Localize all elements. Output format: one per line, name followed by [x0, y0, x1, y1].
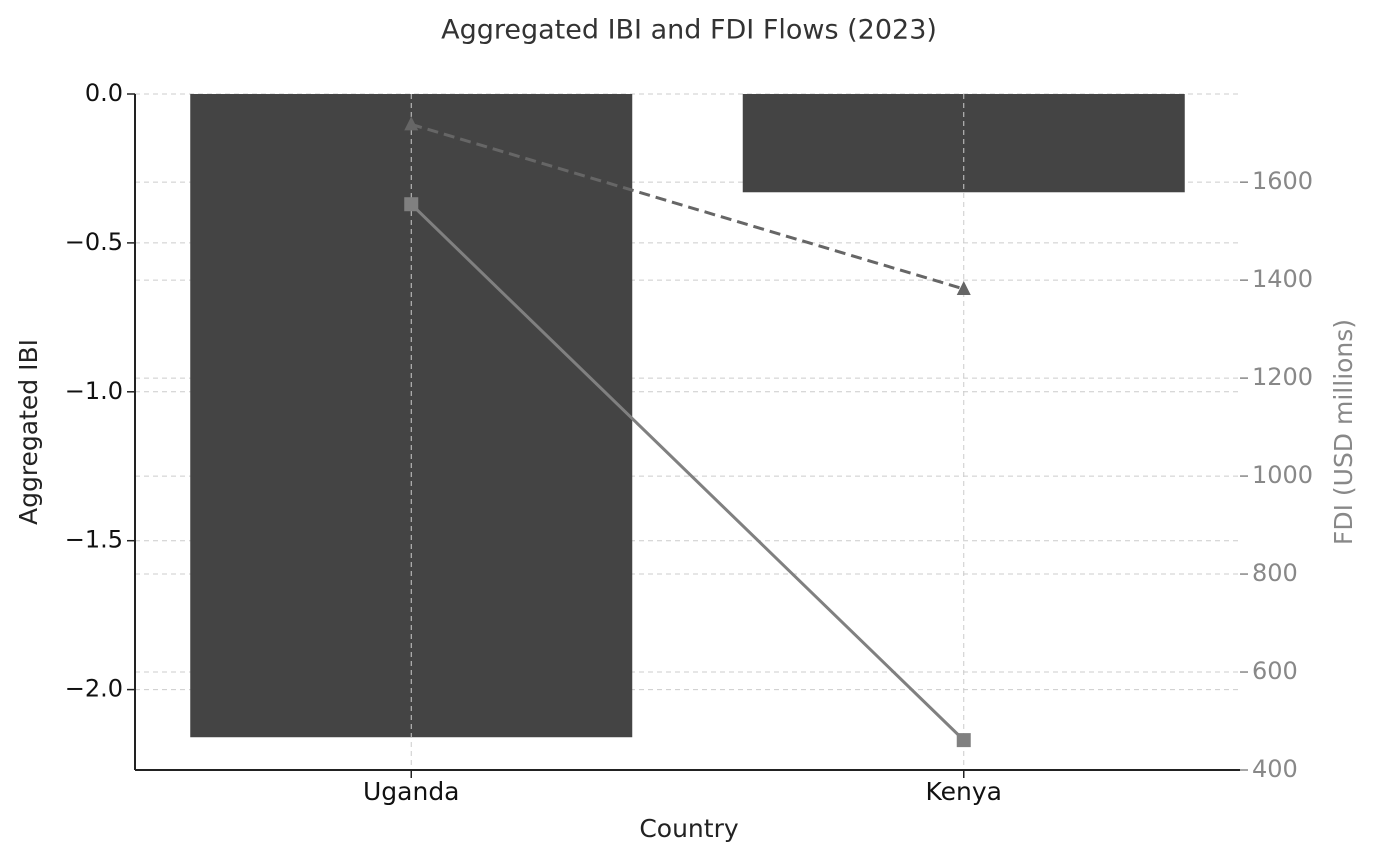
x-axis-label: Country — [639, 814, 739, 843]
y-tick-label: −1.0 — [65, 377, 123, 405]
x-tick-label: Kenya — [926, 777, 1003, 806]
line — [410, 203, 965, 742]
line — [410, 122, 965, 291]
y2-tick-label: 600 — [1252, 657, 1298, 685]
y2-axis-label: FDI (USD millions) — [1329, 319, 1358, 545]
y2-tick-label: 1600 — [1252, 167, 1313, 195]
y2-tick-label: 400 — [1252, 755, 1298, 783]
marker — [956, 280, 971, 295]
y2-tick-label: 1000 — [1252, 461, 1313, 489]
y-tick-label: −0.5 — [65, 228, 123, 256]
y2-tick-label: 800 — [1252, 559, 1298, 587]
y2-tick-label: 1200 — [1252, 363, 1313, 391]
x-tick-label: Uganda — [363, 777, 460, 806]
marker — [404, 116, 419, 131]
marker — [956, 733, 971, 748]
y-axis-label: Aggregated IBI — [14, 339, 43, 525]
y-tick-label: 0.0 — [85, 79, 123, 107]
y2-tick-label: 1400 — [1252, 265, 1313, 293]
y-tick-label: −2.0 — [65, 675, 123, 703]
y-tick-label: −1.5 — [65, 526, 123, 554]
marker — [404, 197, 419, 212]
bar — [190, 94, 633, 738]
chart-title: Aggregated IBI and FDI Flows (2023) — [441, 15, 937, 46]
